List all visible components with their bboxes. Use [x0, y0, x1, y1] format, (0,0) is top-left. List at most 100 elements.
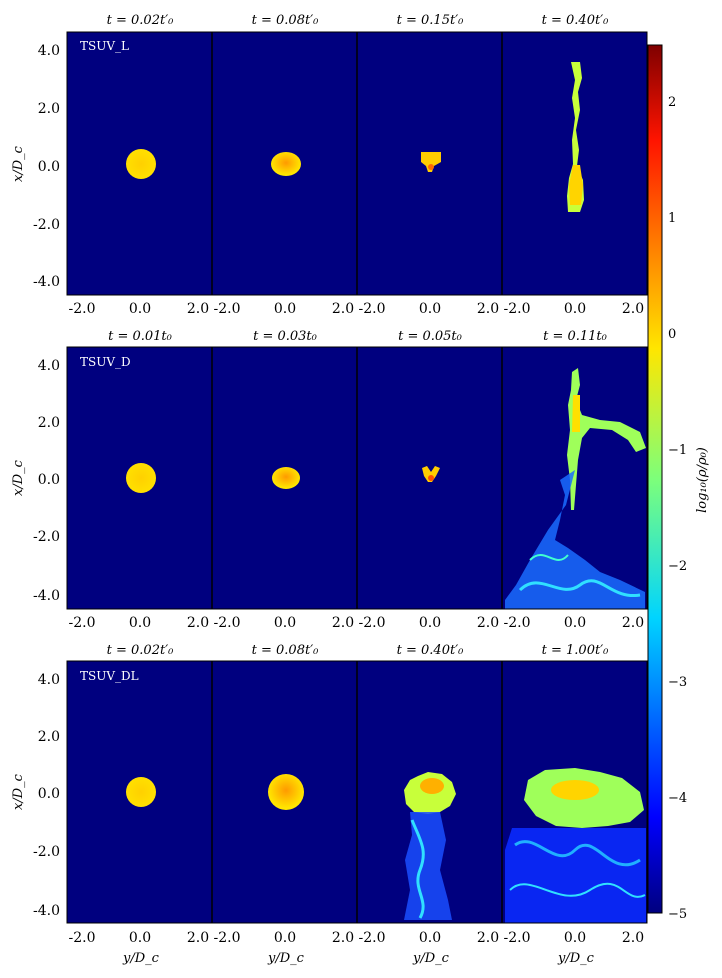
row-1-time-2: t = 0.08t′₀ — [252, 13, 320, 28]
row-1-xtick-7: -2.0 — [359, 301, 386, 317]
row-2-filament-core — [572, 395, 580, 432]
colorbar-tick-7: −4 — [668, 791, 687, 806]
row-2-cloud-3 — [422, 466, 440, 482]
row-3-time-4: t = 1.00t′₀ — [542, 643, 610, 658]
row-3-ylabel: x/D_c — [11, 773, 26, 810]
row-2-time-4: t = 0.11t₀ — [543, 329, 608, 344]
row-1-cloud-3-core — [428, 164, 434, 170]
colorbar-tick-5: −2 — [668, 559, 687, 574]
row-1-xtick-6: 2.0 — [332, 301, 354, 317]
row-3-xtick-3: 2.0 — [187, 930, 209, 946]
row-3: t = 0.02t′₀ t = 0.08t′₀ t = 0.40t′₀ t = … — [11, 643, 648, 966]
row-2-wake-swirl-1 — [518, 579, 641, 598]
row-1-cloud-1 — [126, 149, 156, 179]
row-3-xtick-6: 2.0 — [332, 930, 354, 946]
row-3-wake-swirl-1 — [514, 840, 641, 867]
row-1-run-label: TSUV_L — [80, 39, 129, 53]
colorbar: 2 1 0 −1 −2 −3 −4 −5 log₁₀(ρ/ρ₀) — [647, 44, 710, 922]
row-3-cloud-3-core — [420, 778, 444, 794]
row-3-time-1: t = 0.02t′₀ — [107, 643, 175, 658]
row-1-ylabel: x/D_c — [11, 145, 26, 182]
colorbar-tick-6: −3 — [668, 675, 687, 690]
row-3-cloud-3-tail-swirl — [410, 819, 425, 919]
row-1-ytick-1: 4.0 — [38, 43, 60, 59]
row-2-ytick-5: -4.0 — [33, 588, 60, 604]
row-3-xtick-2: 0.0 — [129, 930, 151, 946]
row-2-time-3: t = 0.05t₀ — [398, 329, 463, 344]
row-1-time-4: t = 0.40t′₀ — [542, 13, 610, 28]
row-2-ytick-3: 0.0 — [38, 472, 60, 488]
row-3-xtick-11: 0.0 — [564, 930, 586, 946]
row-3-ytick-1: 4.0 — [38, 672, 60, 688]
row-2-xtick-4: -2.0 — [214, 615, 241, 631]
colorbar-gradient — [647, 44, 663, 914]
row-1-ytick-2: 2.0 — [38, 101, 60, 117]
row-3-xtick-10: -2.0 — [504, 930, 531, 946]
row-3-ytick-3: 0.0 — [38, 786, 60, 802]
row-2-xtick-5: 0.0 — [274, 615, 296, 631]
row-2-xtick-8: 0.0 — [419, 615, 441, 631]
xlabel-4: y/D_c — [557, 951, 595, 966]
row-1-time-1: t = 0.02t′₀ — [107, 13, 175, 28]
row-3-xtick-8: 0.0 — [419, 930, 441, 946]
row-2-time-1: t = 0.01t₀ — [108, 329, 173, 344]
row-1-filament-core — [569, 165, 583, 205]
row-3-xtick-4: -2.0 — [214, 930, 241, 946]
row-2-wake — [505, 470, 645, 609]
row-1-time-3: t = 0.15t′₀ — [397, 13, 465, 28]
row-1-xtick-2: 0.0 — [129, 301, 151, 317]
row-1-cloud-3 — [421, 152, 441, 172]
row-2-xtick-12: 2.0 — [622, 615, 644, 631]
row-1-ytick-3: 0.0 — [38, 159, 60, 175]
row-2-xtick-7: -2.0 — [359, 615, 386, 631]
row-2-wake-swirl-2 — [529, 554, 569, 561]
row-1-xtick-9: 2.0 — [477, 301, 499, 317]
xlabel-2: y/D_c — [267, 951, 305, 966]
row-3-cloud-1 — [126, 777, 156, 807]
row-2-xtick-1: -2.0 — [69, 615, 96, 631]
row-3-cloud-3-tail — [404, 812, 452, 920]
row-1-xtick-11: 0.0 — [564, 301, 586, 317]
row-1-xtick-3: 2.0 — [187, 301, 209, 317]
colorbar-tick-2: 1 — [668, 211, 676, 226]
row-3-frame — [66, 660, 648, 924]
row-2-ylabel: x/D_c — [11, 459, 26, 496]
row-1-xtick-8: 0.0 — [419, 301, 441, 317]
row-3-time-2: t = 0.08t′₀ — [252, 643, 320, 658]
row-2-xtick-3: 2.0 — [187, 615, 209, 631]
colorbar-tick-8: −5 — [668, 907, 687, 922]
xlabel-3: y/D_c — [412, 951, 450, 966]
row-2-cloud-1 — [126, 463, 156, 493]
row-3-cloud-2 — [268, 774, 304, 810]
row-2-cloud-2 — [272, 467, 300, 489]
row-3-ytick-4: -2.0 — [33, 844, 60, 860]
row-1-frame — [66, 31, 648, 296]
row-1-xtick-1: -2.0 — [69, 301, 96, 317]
row-2-xtick-10: -2.0 — [504, 615, 531, 631]
row-2: t = 0.01t₀ t = 0.03t₀ t = 0.05t₀ t = 0.1… — [11, 329, 648, 631]
colorbar-label: log₁₀(ρ/ρ₀) — [695, 447, 710, 513]
row-2-filament — [567, 368, 646, 510]
row-2-xtick-6: 2.0 — [332, 615, 354, 631]
colorbar-tick-3: 0 — [668, 327, 676, 342]
row-2-frame — [66, 346, 648, 610]
row-3-cloud-4-core — [551, 780, 599, 800]
row-2-ytick-4: -2.0 — [33, 529, 60, 545]
row-1-xtick-10: -2.0 — [504, 301, 531, 317]
row-3-run-label: TSUV_DL — [80, 669, 139, 683]
row-1-xtick-4: -2.0 — [214, 301, 241, 317]
row-1-xtick-12: 2.0 — [622, 301, 644, 317]
row-1-ytick-5: -4.0 — [33, 274, 60, 290]
row-2-ytick-2: 2.0 — [38, 415, 60, 431]
row-3-xtick-5: 0.0 — [274, 930, 296, 946]
xlabel-1: y/D_c — [122, 951, 160, 966]
row-2-cloud-3-core — [428, 475, 434, 481]
row-3-ytick-2: 2.0 — [38, 729, 60, 745]
row-2-run-label: TSUV_D — [80, 355, 131, 369]
row-3-xtick-9: 2.0 — [477, 930, 499, 946]
row-3-cloud-4-wake — [505, 828, 646, 923]
row-3-xtick-7: -2.0 — [359, 930, 386, 946]
row-2-time-2: t = 0.03t₀ — [253, 329, 318, 344]
